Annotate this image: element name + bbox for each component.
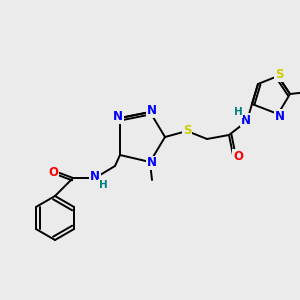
Text: N: N [241, 113, 251, 127]
Text: N: N [113, 110, 123, 124]
Text: S: S [275, 68, 283, 82]
Text: N: N [275, 110, 285, 122]
Text: H: H [234, 107, 242, 117]
Text: O: O [233, 149, 243, 163]
Text: N: N [147, 157, 157, 169]
Text: O: O [48, 166, 58, 178]
Text: S: S [183, 124, 191, 136]
Text: N: N [147, 104, 157, 118]
Text: H: H [99, 180, 107, 190]
Text: N: N [90, 170, 100, 184]
